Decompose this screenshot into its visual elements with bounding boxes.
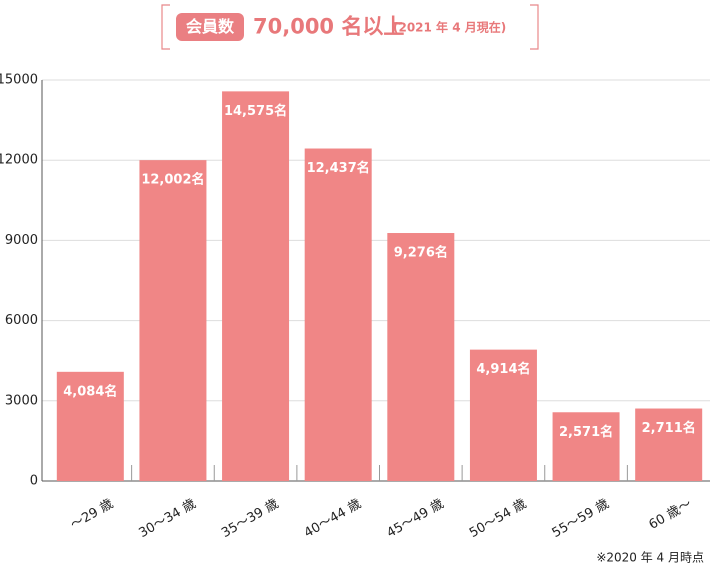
footnote: ※2020 年 4 月時点: [596, 551, 704, 565]
chart-subtitle: (2021 年 4 月現在): [393, 20, 506, 35]
x-tick-label: 55～59 歳: [550, 497, 612, 542]
value-label: 4,914名: [476, 361, 530, 377]
value-label: 9,276名: [394, 245, 448, 261]
value-label: 14,575名: [224, 103, 287, 119]
bar: [304, 148, 372, 482]
bar: [469, 349, 537, 481]
bar: [56, 371, 124, 481]
value-label: 12,437名: [307, 160, 370, 176]
value-label: 2,571名: [559, 424, 613, 440]
y-tick-label: 9000: [5, 233, 38, 248]
chart-title: 70,000 名以上: [253, 15, 404, 39]
bar: [222, 91, 290, 481]
y-tick-label: 0: [30, 474, 38, 489]
bar: [635, 408, 703, 481]
y-tick-label: 15000: [0, 73, 38, 88]
x-tick-label: 35～39 歳: [219, 497, 281, 542]
x-tick-label: ～29 歳: [68, 497, 116, 533]
value-label: 12,002名: [141, 172, 204, 188]
value-label: 4,084名: [63, 383, 117, 399]
title-badge: 会員数: [186, 17, 235, 36]
x-tick-label: 40～44 歳: [302, 497, 364, 542]
x-tick-label: 50～54 歳: [467, 497, 529, 542]
bar: [139, 160, 207, 481]
title-badge-bg: [176, 13, 244, 41]
title-frame: [161, 4, 539, 50]
y-tick-label: 3000: [5, 393, 38, 408]
value-label: 2,711名: [642, 420, 696, 436]
x-tick-label: 45～49 歳: [384, 497, 446, 542]
y-tick-label: 12000: [0, 153, 38, 168]
y-tick-label: 6000: [5, 313, 38, 328]
bar: [387, 233, 455, 481]
x-tick-label: 60 歳～: [647, 497, 695, 533]
x-tick-label: 30～34 歳: [136, 497, 198, 542]
bar: [552, 412, 620, 481]
